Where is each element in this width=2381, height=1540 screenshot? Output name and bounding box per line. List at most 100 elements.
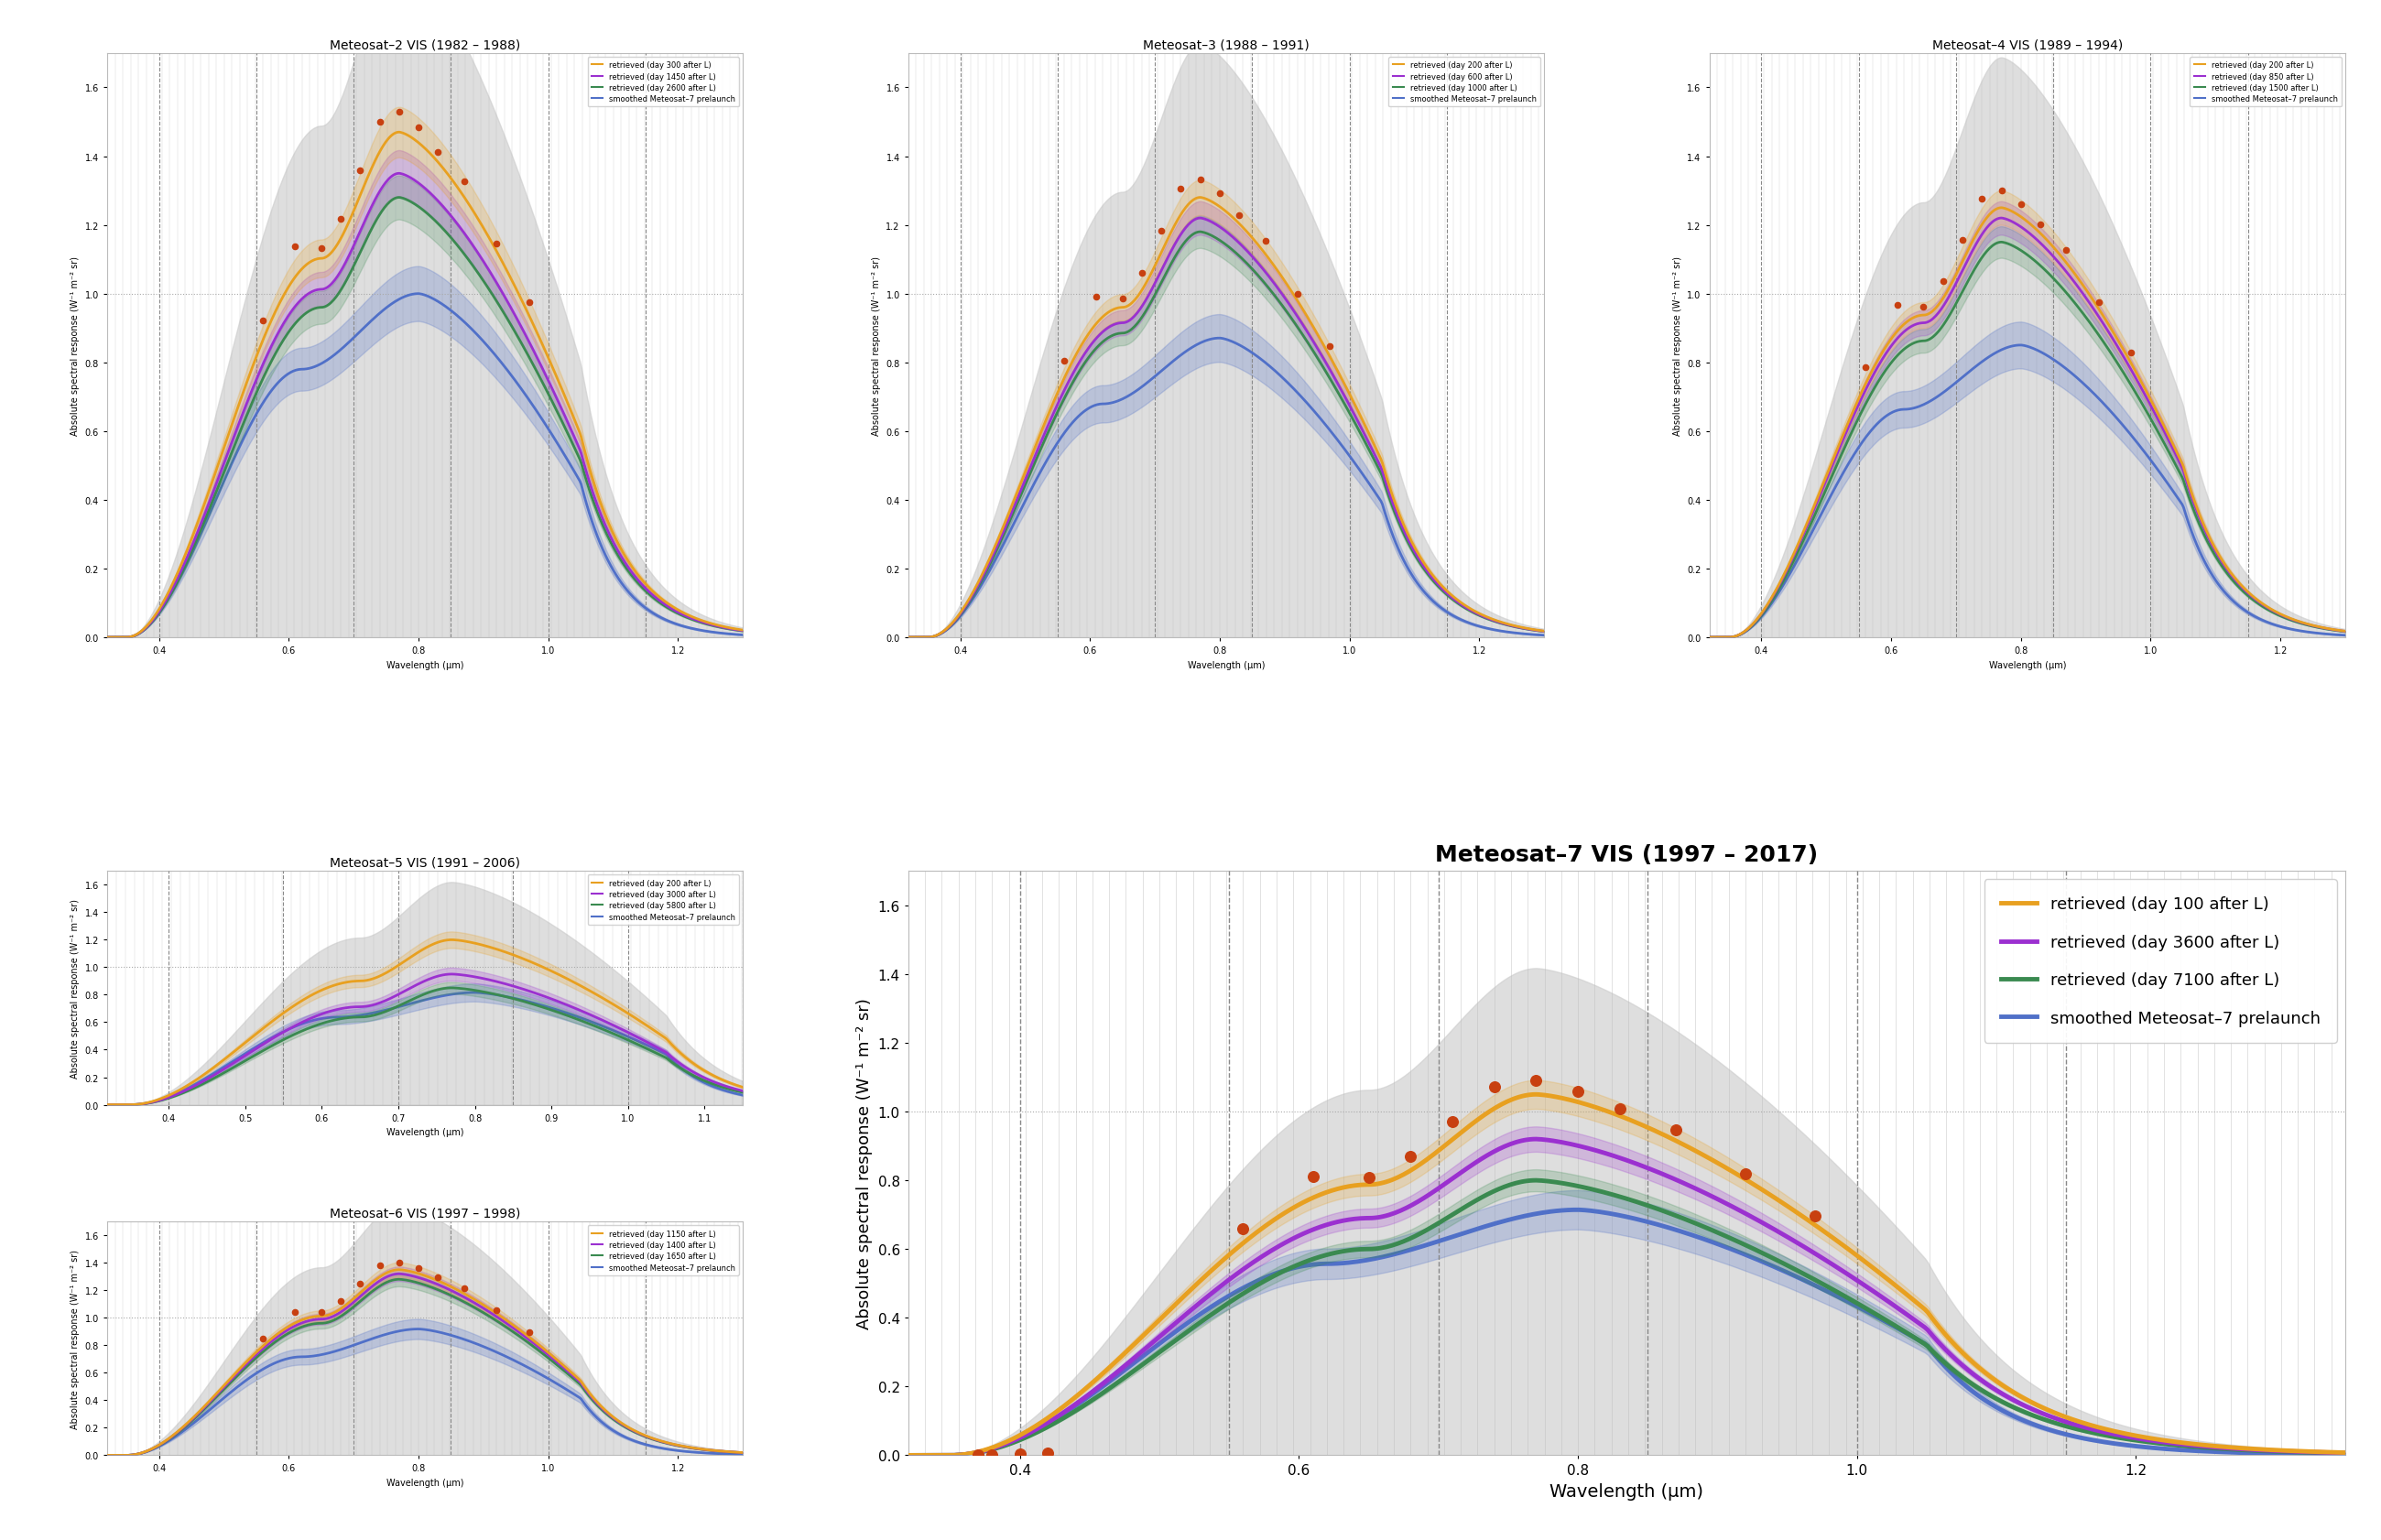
Point	[1657, 1118, 1695, 1143]
retrieved (day 100 after L)	[893, 1446, 921, 1465]
Line: smoothed Meteosat–7 prelaunch: smoothed Meteosat–7 prelaunch	[907, 1210, 2345, 1455]
retrieved (day 200 after L)	[2364, 625, 2381, 644]
Y-axis label: Absolute spectral response (W⁻¹ m⁻² sr): Absolute spectral response (W⁻¹ m⁻² sr)	[71, 256, 79, 436]
Point	[1245, 229, 1283, 254]
retrieved (day 7100 after L)	[893, 1446, 921, 1465]
retrieved (day 1150 after L)	[386, 1261, 414, 1280]
retrieved (day 1650 after L)	[417, 1278, 445, 1297]
retrieved (day 1150 after L)	[762, 1445, 790, 1463]
Line: retrieved (day 100 after L): retrieved (day 100 after L)	[907, 1095, 2345, 1455]
retrieved (day 1400 after L)	[493, 1314, 521, 1332]
retrieved (day 1450 after L)	[762, 625, 790, 644]
retrieved (day 600 after L)	[1212, 223, 1241, 242]
retrieved (day 1000 after L)	[1548, 625, 1576, 644]
retrieved (day 1450 after L)	[417, 185, 445, 203]
retrieved (day 5800 after L)	[93, 1096, 121, 1115]
Line: retrieved (day 1400 after L): retrieved (day 1400 after L)	[107, 1274, 776, 1455]
smoothed Meteosat–7 prelaunch	[1674, 1224, 1702, 1243]
retrieved (day 200 after L)	[1293, 308, 1321, 326]
retrieved (day 3000 after L)	[469, 970, 498, 989]
smoothed Meteosat–7 prelaunch	[1588, 1203, 1617, 1221]
retrieved (day 850 after L)	[2057, 271, 2086, 290]
retrieved (day 200 after L)	[1562, 625, 1591, 644]
Line: retrieved (day 7100 after L): retrieved (day 7100 after L)	[907, 1181, 2345, 1455]
retrieved (day 300 after L)	[93, 628, 121, 647]
Point	[276, 236, 314, 260]
smoothed Meteosat–7 prelaunch	[1257, 359, 1286, 377]
retrieved (day 200 after L)	[864, 1093, 893, 1112]
Point	[360, 1254, 398, 1278]
retrieved (day 100 after L)	[2074, 1415, 2102, 1434]
Legend: retrieved (day 200 after L), retrieved (day 850 after L), retrieved (day 1500 af: retrieved (day 200 after L), retrieved (…	[2191, 57, 2341, 108]
retrieved (day 2600 after L)	[762, 625, 790, 644]
retrieved (day 1650 after L)	[762, 1445, 790, 1463]
Point	[381, 1250, 419, 1275]
retrieved (day 100 after L)	[1579, 1098, 1607, 1116]
smoothed Meteosat–7 prelaunch	[412, 286, 440, 305]
Line: retrieved (day 1650 after L): retrieved (day 1650 after L)	[107, 1280, 776, 1455]
retrieved (day 1500 after L)	[2348, 625, 2376, 644]
retrieved (day 1000 after L)	[1562, 625, 1591, 644]
Y-axis label: Absolute spectral response (W⁻¹ m⁻² sr): Absolute spectral response (W⁻¹ m⁻² sr)	[1674, 256, 1681, 436]
retrieved (day 200 after L)	[521, 955, 550, 973]
Point	[1943, 228, 1981, 253]
retrieved (day 1400 after L)	[745, 1445, 774, 1463]
retrieved (day 600 after L)	[1186, 209, 1214, 228]
retrieved (day 1450 after L)	[745, 624, 774, 642]
Point	[1079, 285, 1117, 310]
retrieved (day 200 after L)	[881, 1095, 910, 1113]
smoothed Meteosat–7 prelaunch	[2005, 337, 2033, 356]
retrieved (day 850 after L)	[2019, 226, 2048, 245]
retrieved (day 3000 after L)	[438, 966, 467, 984]
smoothed Meteosat–7 prelaunch	[455, 1332, 483, 1351]
retrieved (day 1650 after L)	[386, 1270, 414, 1289]
Point	[1029, 1441, 1067, 1466]
retrieved (day 200 after L)	[2019, 217, 2048, 236]
smoothed Meteosat–7 prelaunch	[2348, 627, 2376, 645]
retrieved (day 1400 after L)	[762, 1445, 790, 1463]
Point	[1124, 260, 1162, 285]
Point	[1219, 203, 1257, 228]
retrieved (day 1450 after L)	[643, 590, 671, 608]
Line: smoothed Meteosat–7 prelaunch: smoothed Meteosat–7 prelaunch	[107, 1329, 776, 1455]
retrieved (day 1450 after L)	[93, 628, 121, 647]
Point	[1726, 1161, 1764, 1186]
Line: smoothed Meteosat–7 prelaunch: smoothed Meteosat–7 prelaunch	[1710, 346, 2379, 638]
smoothed Meteosat–7 prelaunch	[521, 995, 550, 1013]
retrieved (day 200 after L)	[2057, 262, 2086, 280]
smoothed Meteosat–7 prelaunch	[1217, 333, 1245, 351]
retrieved (day 1450 after L)	[386, 165, 414, 183]
Point	[1433, 1109, 1471, 1133]
smoothed Meteosat–7 prelaunch	[2095, 400, 2124, 419]
smoothed Meteosat–7 prelaunch	[643, 607, 671, 625]
Point	[974, 1443, 1012, 1468]
Point	[1391, 1144, 1429, 1169]
Point	[302, 237, 340, 262]
retrieved (day 600 after L)	[893, 628, 921, 647]
retrieved (day 7100 after L)	[1752, 1246, 1781, 1264]
retrieved (day 5800 after L)	[521, 996, 550, 1015]
smoothed Meteosat–7 prelaunch	[1548, 627, 1576, 645]
retrieved (day 1000 after L)	[1443, 594, 1471, 613]
retrieved (day 100 after L)	[2331, 1443, 2360, 1461]
Legend: retrieved (day 200 after L), retrieved (day 3000 after L), retrieved (day 5800 a: retrieved (day 200 after L), retrieved (…	[588, 875, 738, 926]
retrieved (day 1150 after L)	[93, 1446, 121, 1465]
Line: retrieved (day 1150 after L): retrieved (day 1150 after L)	[107, 1270, 776, 1455]
Point	[1350, 1166, 1388, 1190]
smoothed Meteosat–7 prelaunch	[2057, 365, 2086, 383]
retrieved (day 200 after L)	[1212, 203, 1241, 222]
retrieved (day 3600 after L)	[2331, 1443, 2360, 1461]
Point	[1162, 177, 1200, 202]
retrieved (day 200 after L)	[438, 930, 467, 949]
retrieved (day 300 after L)	[643, 585, 671, 604]
retrieved (day 3600 after L)	[1579, 1141, 1607, 1160]
Point	[340, 159, 379, 183]
Point	[510, 291, 548, 316]
retrieved (day 3600 after L)	[1674, 1177, 1702, 1195]
Point	[1312, 334, 1350, 359]
smoothed Meteosat–7 prelaunch	[402, 285, 431, 303]
retrieved (day 200 after L)	[740, 1081, 769, 1100]
Line: retrieved (day 3600 after L): retrieved (day 3600 after L)	[907, 1140, 2345, 1455]
retrieved (day 1500 after L)	[1695, 628, 1724, 647]
smoothed Meteosat–7 prelaunch	[1579, 1203, 1607, 1221]
